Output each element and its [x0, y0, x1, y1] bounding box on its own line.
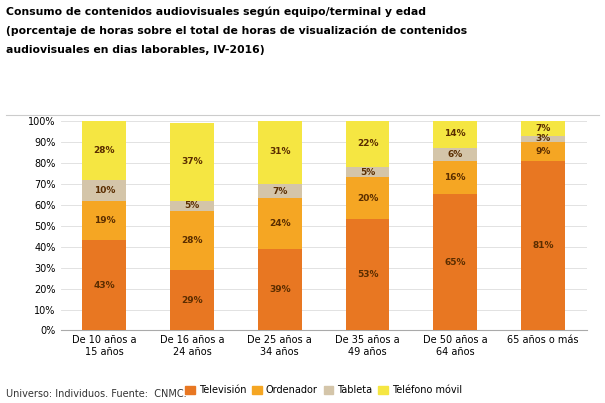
Text: 10%: 10%: [94, 185, 115, 195]
Bar: [170, 201, 214, 211]
Text: Consumo de contenidos audiovisuales según equipo/terminal y edad: Consumo de contenidos audiovisuales segú…: [6, 6, 426, 17]
Text: 19%: 19%: [94, 216, 115, 225]
Text: 81%: 81%: [532, 241, 554, 250]
Text: (porcentaje de horas sobre el total de horas de visualización de contenidos: (porcentaje de horas sobre el total de h…: [6, 25, 467, 36]
Text: 65%: 65%: [445, 258, 466, 267]
Text: 29%: 29%: [182, 295, 203, 305]
Bar: [82, 180, 126, 201]
Text: 39%: 39%: [269, 285, 290, 294]
Text: 28%: 28%: [94, 146, 115, 155]
Text: 22%: 22%: [357, 139, 378, 148]
Text: 24%: 24%: [269, 219, 290, 228]
Bar: [433, 161, 477, 194]
Bar: [258, 249, 302, 330]
Bar: [521, 161, 565, 330]
Text: 53%: 53%: [357, 270, 378, 279]
Legend: Televisión, Ordenador, Tableta, Teléfono móvil: Televisión, Ordenador, Tableta, Teléfono…: [182, 381, 466, 399]
Bar: [345, 177, 390, 219]
Bar: [521, 135, 565, 142]
Bar: [82, 201, 126, 240]
Bar: [82, 240, 126, 330]
Text: 31%: 31%: [269, 147, 290, 156]
Bar: [345, 219, 390, 330]
Bar: [345, 167, 390, 177]
Text: 5%: 5%: [360, 168, 375, 177]
Bar: [433, 148, 477, 161]
Bar: [521, 142, 565, 161]
Bar: [521, 121, 565, 135]
Text: Universo: Individuos. Fuente:  CNMC.: Universo: Individuos. Fuente: CNMC.: [6, 389, 187, 399]
Bar: [258, 119, 302, 184]
Text: audiovisuales en dias laborables, IV-2016): audiovisuales en dias laborables, IV-201…: [6, 45, 264, 55]
Text: 7%: 7%: [535, 124, 551, 133]
Bar: [170, 211, 214, 270]
Text: 20%: 20%: [357, 194, 378, 203]
Text: 43%: 43%: [94, 281, 115, 290]
Text: 3%: 3%: [535, 134, 551, 143]
Text: 14%: 14%: [445, 129, 466, 138]
Bar: [258, 198, 302, 249]
Bar: [433, 119, 477, 148]
Bar: [345, 121, 390, 167]
Text: 7%: 7%: [272, 187, 287, 195]
Text: 5%: 5%: [185, 201, 200, 210]
Text: 16%: 16%: [445, 173, 466, 182]
Text: 28%: 28%: [182, 236, 203, 245]
Text: 6%: 6%: [448, 150, 463, 159]
Bar: [433, 194, 477, 330]
Bar: [82, 121, 126, 180]
Bar: [258, 184, 302, 198]
Text: 9%: 9%: [535, 147, 551, 156]
Text: 37%: 37%: [182, 157, 203, 166]
Bar: [170, 270, 214, 330]
Bar: [170, 123, 214, 201]
